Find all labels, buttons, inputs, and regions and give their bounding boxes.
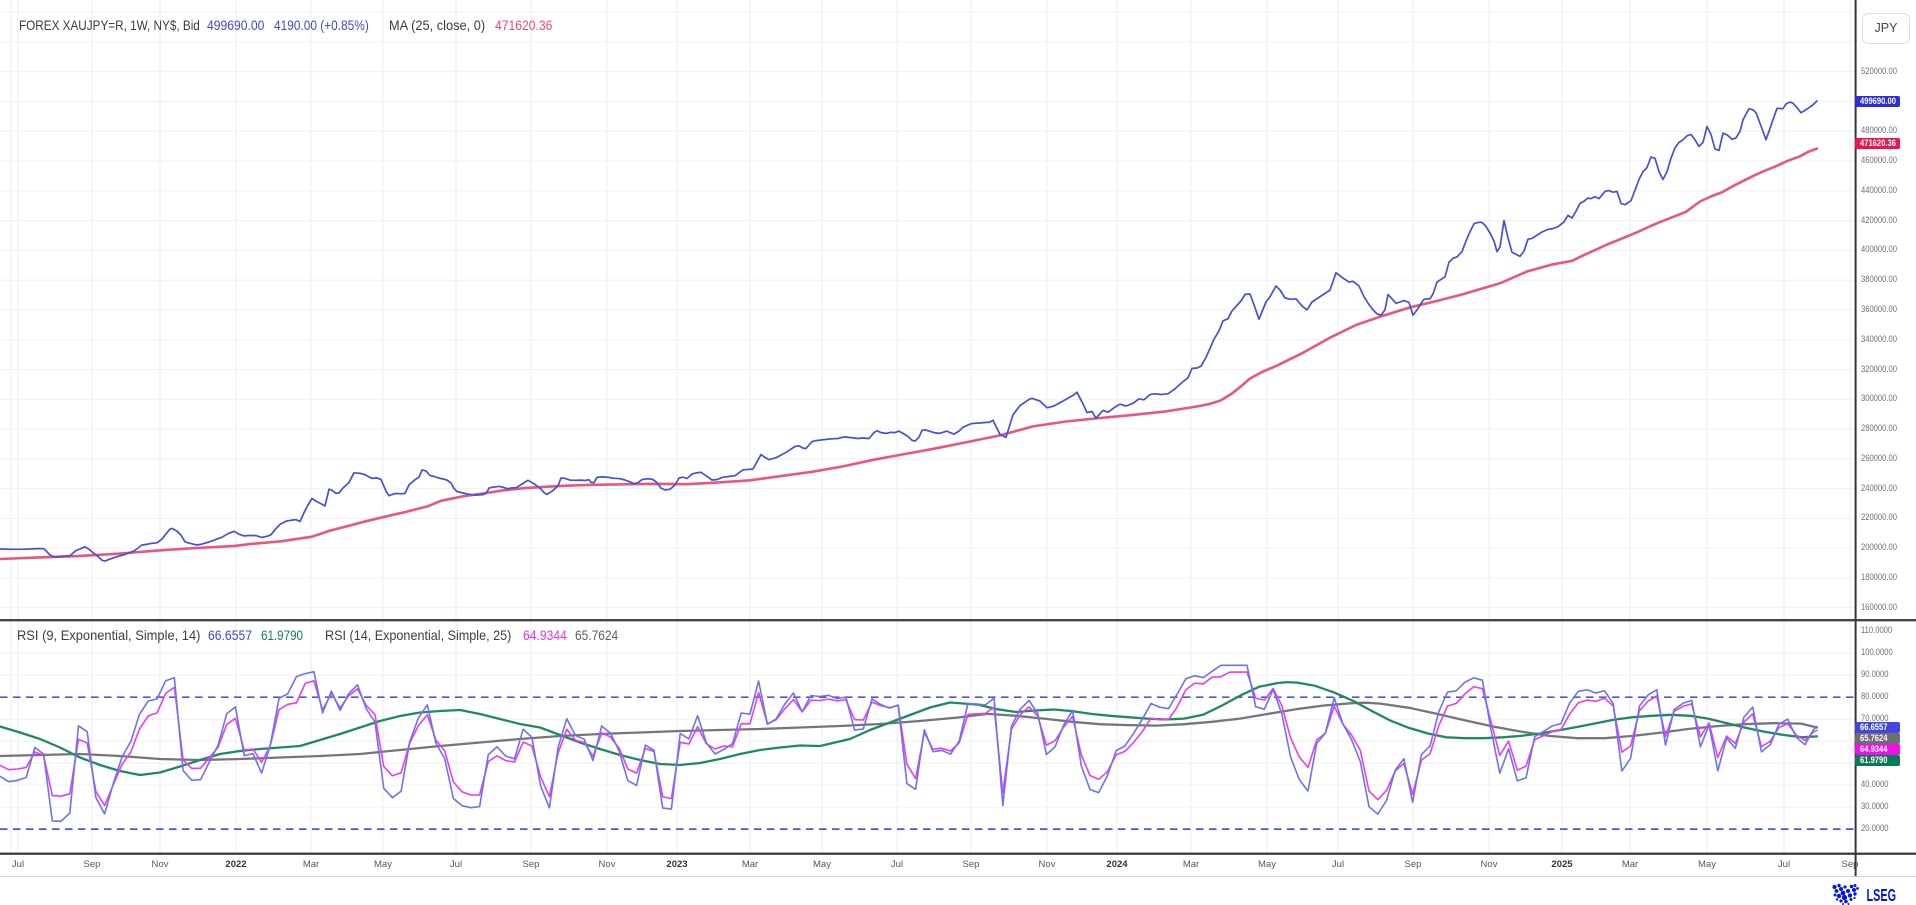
svg-text:LSEG: LSEG bbox=[1867, 885, 1897, 905]
